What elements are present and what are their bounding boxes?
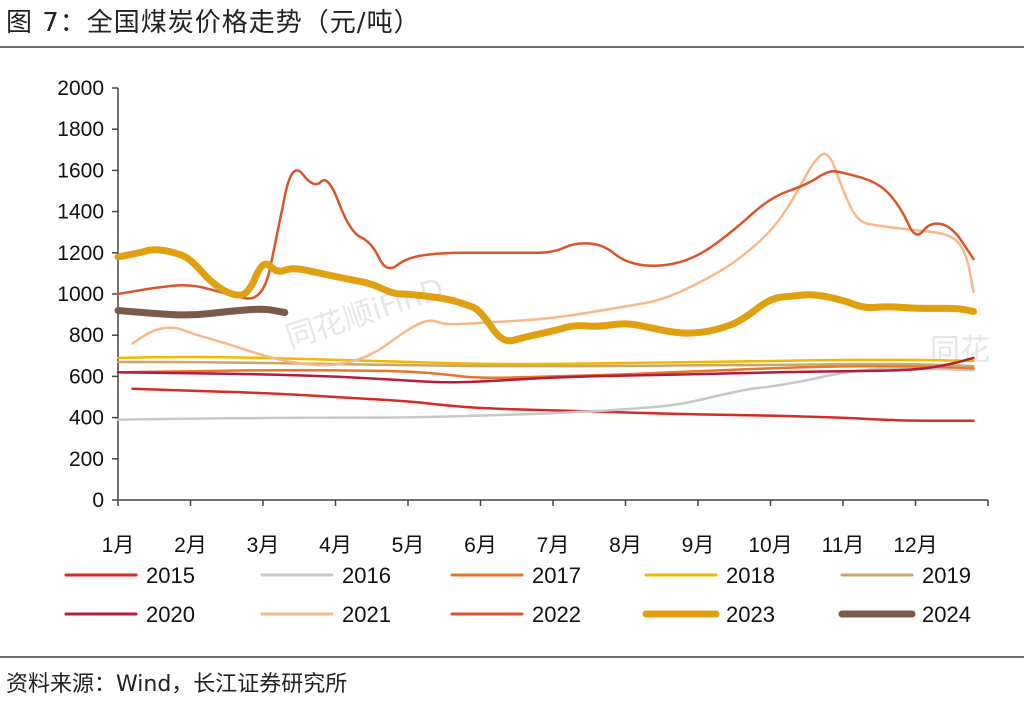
x-tick-label: 7月 xyxy=(537,534,570,557)
x-tick-label: 1月 xyxy=(102,534,135,557)
series-line-2020 xyxy=(116,356,975,384)
series-line-2021 xyxy=(131,152,975,367)
legend-label-2024: 2024 xyxy=(922,602,971,627)
x-tick-label: 11月 xyxy=(822,534,865,557)
y-tick-label: 600 xyxy=(69,365,104,388)
x-tick-label: 10月 xyxy=(748,534,792,557)
y-tick-label: 800 xyxy=(69,324,104,347)
legend-label-2017: 2017 xyxy=(532,563,581,588)
legend-label-2019: 2019 xyxy=(922,563,971,588)
series-lines xyxy=(114,152,977,422)
y-tick-label: 1600 xyxy=(57,159,104,182)
series-line-2015 xyxy=(131,387,975,422)
title-divider xyxy=(0,46,1024,48)
x-tick-label: 4月 xyxy=(319,534,352,557)
y-tick-label: 1200 xyxy=(57,242,104,265)
legend: 2015 2016 2017 2018 2019 2020 2021 2022 2023 2024 xyxy=(64,563,971,627)
x-tick-label: 3月 xyxy=(247,534,280,557)
y-tick-label: 200 xyxy=(69,448,104,471)
y-tick-label: 0 xyxy=(92,489,104,512)
x-tick-label: 5月 xyxy=(392,534,425,557)
legend-label-2018: 2018 xyxy=(726,563,775,588)
figure-title: 图 7：全国煤炭价格走势（元/吨） xyxy=(6,8,421,38)
series-line-2018 xyxy=(116,355,975,366)
series-line-2023 xyxy=(114,246,977,345)
legend-label-2020: 2020 xyxy=(146,602,195,627)
y-tick-label: 1400 xyxy=(57,201,104,224)
legend-label-2022: 2022 xyxy=(532,602,581,627)
y-tick-label: 1800 xyxy=(57,118,104,141)
source-note: 资料来源：Wind，长江证券研究所 xyxy=(6,672,348,697)
legend-label-2015: 2015 xyxy=(146,563,195,588)
source-divider xyxy=(0,656,1024,658)
x-tick-label: 8月 xyxy=(609,534,642,557)
series-line-2022 xyxy=(116,169,975,300)
y-tick-label: 400 xyxy=(69,407,104,430)
legend-label-2016: 2016 xyxy=(342,563,391,588)
legend-label-2023: 2023 xyxy=(726,602,775,627)
y-tick-label: 2000 xyxy=(57,77,104,100)
line-chart: 同花顺iFinD 同花 0200400600800100012001400160… xyxy=(57,77,990,627)
x-tick-label: 9月 xyxy=(682,534,715,557)
axes: 0 200 400 600 800 1000 1200 1400 1600 1800 2000 1月 2… xyxy=(57,77,989,557)
series-line-2017 xyxy=(116,364,975,380)
series-line-2019 xyxy=(116,360,975,368)
series-line-2016 xyxy=(116,366,975,421)
x-tick-label: 12月 xyxy=(893,534,937,557)
x-tick-label: 6月 xyxy=(464,534,497,557)
y-tick-label: 1000 xyxy=(57,283,104,306)
series-line-2024 xyxy=(114,305,289,319)
x-tick-label: 2月 xyxy=(174,534,207,557)
legend-label-2021: 2021 xyxy=(342,602,391,627)
